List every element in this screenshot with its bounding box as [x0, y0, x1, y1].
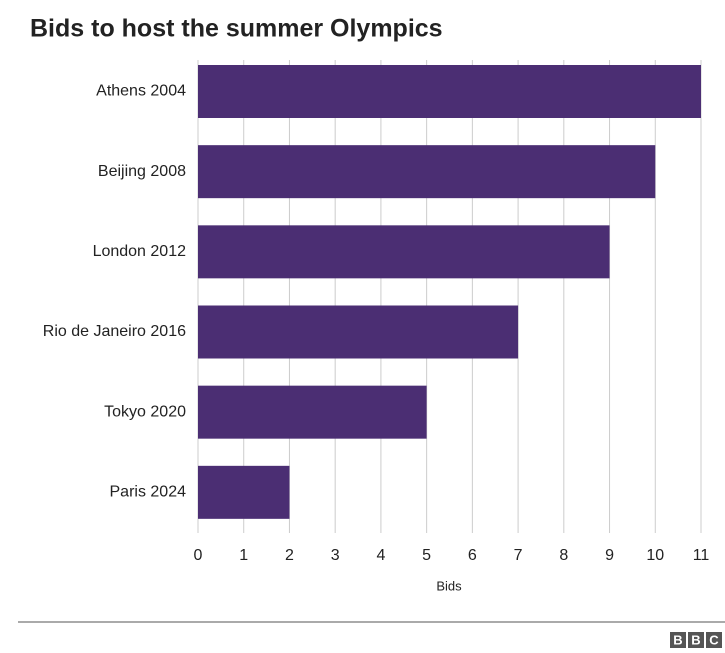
bar: [198, 385, 427, 439]
logo-box: [670, 632, 686, 648]
x-tick-label: 10: [646, 547, 664, 564]
y-tick-label: Paris 2024: [110, 484, 187, 501]
logo-box: [706, 632, 722, 648]
x-tick-label: 9: [605, 547, 614, 564]
y-tick-label: Rio de Janeiro 2016: [43, 323, 186, 340]
x-tick-label: 6: [468, 547, 477, 564]
x-tick-label: 1: [239, 547, 248, 564]
y-tick-label: London 2012: [93, 243, 187, 260]
x-tick-label: 11: [693, 547, 710, 564]
x-tick-label: 0: [194, 547, 203, 564]
logo-box: [688, 632, 704, 648]
bar: [198, 145, 656, 199]
bar: [198, 225, 610, 279]
y-tick-label: Beijing 2008: [98, 163, 186, 180]
x-tick-label: 2: [285, 547, 294, 564]
y-tick-label: Athens 2004: [96, 83, 186, 100]
bar: [198, 65, 701, 118]
x-tick-label: 7: [514, 547, 523, 564]
chart-title: Bids to host the summer Olympics: [30, 15, 443, 43]
bar: [198, 305, 519, 359]
y-tick-label: Tokyo 2020: [104, 403, 186, 420]
logo-letter: B: [673, 632, 682, 647]
bar: [198, 465, 290, 519]
logo-letter: C: [709, 632, 719, 647]
x-tick-label: 8: [559, 547, 568, 564]
x-tick-label: 3: [331, 547, 340, 564]
logo-letter: B: [691, 632, 700, 647]
x-tick-label: 4: [376, 547, 385, 564]
x-tick-label: 5: [422, 547, 431, 564]
x-axis-label: Bids: [436, 578, 462, 593]
